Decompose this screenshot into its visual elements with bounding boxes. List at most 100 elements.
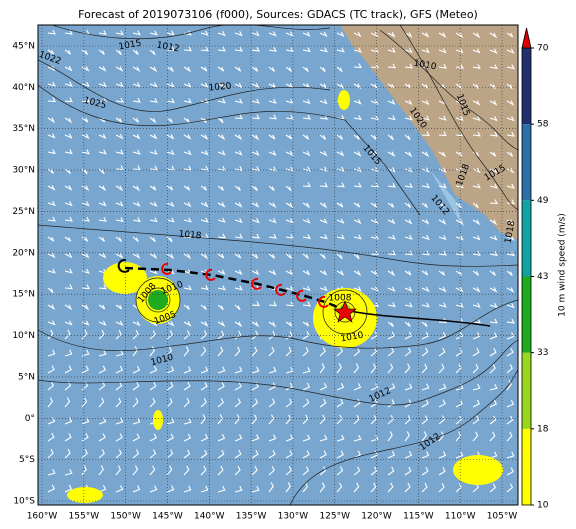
colorbar-tick-label: 33: [537, 348, 548, 358]
wind-barb: [353, 218, 362, 225]
wind-barb: [302, 150, 311, 157]
wind-barb: [166, 82, 175, 88]
wind-patches: [67, 90, 503, 503]
wind-barb: [81, 320, 90, 326]
wind-barb: [200, 398, 207, 408]
wind-barb: [472, 202, 479, 209]
wind-barb: [217, 233, 226, 239]
wind-barb: [217, 269, 226, 275]
wind-barb: [234, 98, 243, 104]
wind-barb: [98, 97, 107, 103]
wind-barb: [200, 285, 209, 291]
wind-barb: [166, 185, 174, 191]
wind-barb: [353, 99, 362, 105]
wind-barb: [149, 381, 157, 391]
wind-barb: [387, 431, 393, 442]
wind-barb: [166, 66, 175, 73]
wind-barb: [336, 151, 345, 157]
wind-barb: [234, 233, 243, 239]
wind-barb: [251, 414, 258, 425]
wind-barb: [47, 468, 56, 476]
wind-barb: [132, 397, 139, 408]
wind-barb: [302, 114, 311, 120]
wind-barb: [200, 98, 209, 104]
wind-barb: [47, 29, 56, 35]
wind-barb: [285, 466, 292, 476]
wind-barb: [115, 30, 124, 36]
wind-barb: [217, 449, 225, 459]
wind-barb: [319, 66, 326, 73]
wind-barb: [336, 182, 345, 188]
wind-barb: [421, 167, 430, 173]
wind-barb: [319, 253, 326, 260]
isobar-label: 1018: [178, 230, 202, 242]
wind-barb: [387, 321, 394, 328]
isobar: [38, 84, 421, 216]
wind-barb: [285, 321, 293, 327]
wind-barb: [472, 431, 479, 442]
wind-barb: [421, 270, 429, 276]
wind-barb: [217, 398, 224, 408]
wind-barb: [268, 66, 275, 72]
wind-barb: [64, 365, 72, 374]
latitude-label: 35°N: [12, 124, 35, 134]
wind-barb: [506, 431, 513, 442]
wind-barb: [302, 218, 311, 224]
wind-barb: [472, 100, 481, 106]
wind-barb: [285, 398, 293, 408]
wind-barb: [404, 270, 412, 276]
wind-barb: [98, 465, 104, 476]
wind-barb: [336, 134, 343, 140]
wind-barb: [472, 32, 481, 39]
wind-barb: [353, 63, 362, 69]
wind-barb: [336, 450, 344, 459]
tc-marker: [275, 283, 286, 296]
wind-barb: [472, 270, 479, 276]
wind-barb: [285, 31, 294, 37]
wind-barb: [421, 48, 430, 54]
wind-barb: [81, 97, 90, 103]
wind-barb: [234, 346, 241, 357]
wind-barb: [302, 234, 311, 240]
wind-barb: [302, 270, 311, 276]
wind-barb: [353, 31, 362, 38]
wind-barb: [336, 253, 343, 260]
wind-barb: [268, 482, 274, 493]
wind-barb: [421, 115, 430, 121]
wind-barb: [506, 270, 513, 277]
wind-barb: [132, 49, 139, 56]
wind-barb: [217, 66, 225, 72]
wind-barb: [200, 414, 206, 425]
wind-barb: [421, 347, 429, 357]
wind-barb: [489, 219, 498, 226]
wind-barb: [421, 99, 430, 106]
wind-barb: [438, 183, 447, 189]
wind-barb: [336, 218, 345, 224]
latitude-label: 45°N: [12, 42, 35, 52]
wind-barb: [115, 449, 123, 459]
wind-barb: [47, 168, 54, 174]
wind-barb: [149, 346, 155, 357]
wind-barb: [489, 116, 498, 122]
wind-barb: [149, 165, 158, 171]
wind-barb: [217, 117, 224, 124]
wind-barb: [319, 434, 328, 442]
wind-barb: [438, 235, 447, 241]
wind-barb: [438, 219, 447, 225]
wind-barb: [149, 465, 156, 476]
wind-barb: [234, 185, 241, 191]
wind-barb: [472, 48, 481, 54]
wind-barb: [353, 434, 362, 442]
wind-barb: [404, 286, 413, 292]
wind-barb: [506, 348, 514, 357]
tc-marker: [318, 295, 329, 308]
wind-barb: [81, 417, 90, 425]
isobar: [399, 25, 518, 211]
wind-barb: [166, 397, 173, 408]
wind-barb: [234, 253, 242, 259]
wind-barb: [268, 233, 277, 239]
wind-barb: [438, 482, 445, 493]
wind-barb: [149, 269, 158, 275]
wind-barb: [285, 166, 294, 172]
wind-barb: [149, 449, 157, 459]
